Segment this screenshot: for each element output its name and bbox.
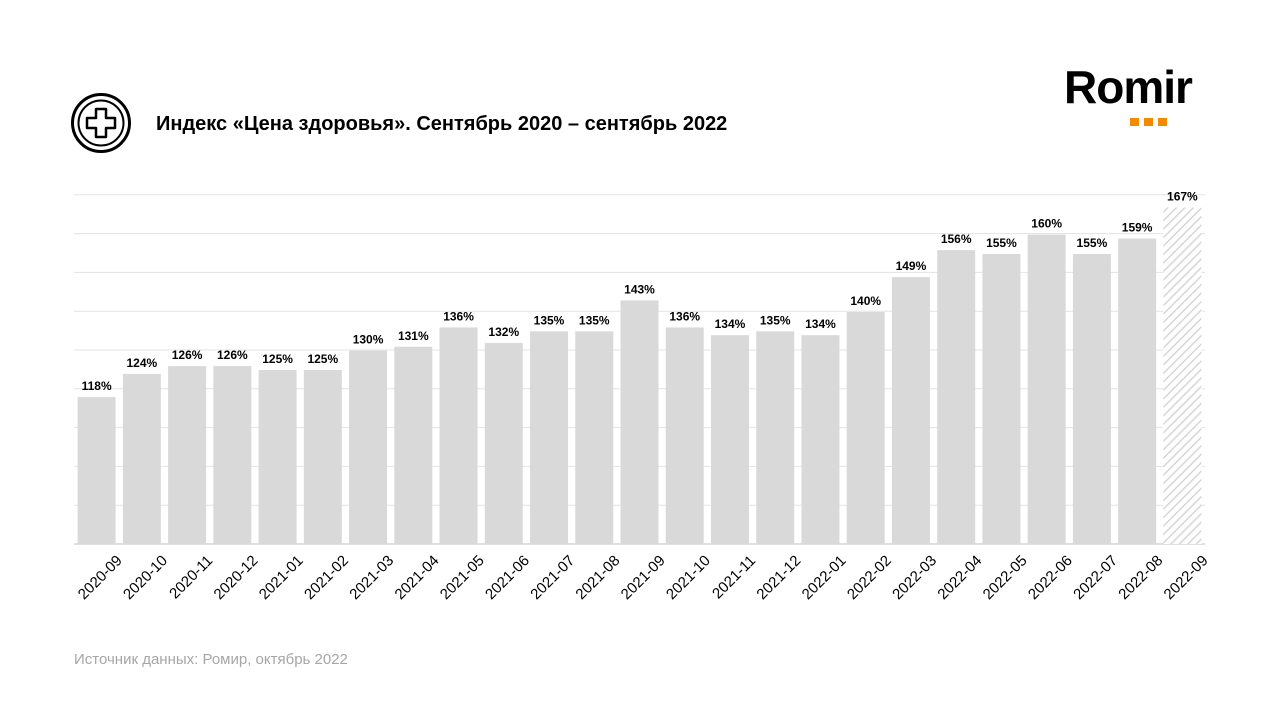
- x-tick-label: 2021-04: [392, 552, 443, 603]
- value-labels: 118% 124% 126% 126% 125% 125% 130% 131% 136% 132%…: [82, 190, 1198, 393]
- value-label: 130%: [353, 333, 384, 347]
- bar-2022-02: [846, 311, 885, 544]
- x-tick-label: 2021-06: [482, 552, 533, 603]
- source-note: Источник данных: Ромир, октябрь 2022: [74, 651, 348, 668]
- medical-cross-icon: [71, 93, 131, 153]
- bar-2021-06: [484, 342, 523, 544]
- x-tick-label: 2022-08: [1115, 552, 1166, 603]
- x-tick-label: 2020-10: [120, 552, 171, 603]
- bar-2021-04: [394, 346, 433, 544]
- logo-dots: [1130, 113, 1172, 131]
- value-label: 125%: [262, 352, 293, 366]
- x-tick-label: 2021-02: [301, 552, 352, 603]
- x-tick-label: 2022-01: [799, 552, 850, 603]
- value-label: 125%: [307, 352, 338, 366]
- value-label: 126%: [217, 348, 248, 362]
- x-tick-label: 2022-04: [934, 552, 985, 603]
- x-tick-label: 2022-06: [1025, 552, 1076, 603]
- bar-2020-09: [77, 397, 116, 544]
- value-label: 118%: [82, 379, 112, 393]
- bar-2022-04: [937, 250, 976, 544]
- x-tick-label: 2022-02: [844, 552, 895, 603]
- bar-2021-01: [258, 369, 297, 544]
- bar-2021-05: [439, 327, 478, 544]
- value-label: 155%: [986, 236, 1017, 250]
- x-tick-label: 2021-12: [753, 552, 804, 603]
- x-tick-label: 2021-08: [572, 552, 623, 603]
- value-label: 155%: [1077, 236, 1108, 250]
- x-tick-label: 2021-05: [437, 552, 488, 603]
- x-tick-label: 2021-07: [527, 552, 578, 603]
- value-label: 135%: [534, 313, 565, 327]
- bar-2022-09: [1163, 207, 1202, 545]
- x-tick-label: 2021-11: [709, 552, 759, 602]
- bar-2021-09: [620, 300, 659, 544]
- bars: [77, 207, 1202, 545]
- chart-title: Индекс «Цена здоровья». Сентябрь 2020 – …: [156, 113, 728, 135]
- x-tick-label: 2020-09: [75, 552, 126, 603]
- logo-text: Romir: [1064, 61, 1193, 113]
- value-label: 126%: [172, 348, 203, 362]
- value-label: 132%: [488, 325, 519, 339]
- x-tick-label: 2021-03: [346, 552, 397, 603]
- bar-2020-11: [168, 366, 207, 544]
- x-tick-label: 2021-09: [618, 552, 669, 603]
- bar-2022-03: [891, 277, 930, 544]
- value-label: 134%: [715, 317, 746, 331]
- value-label: 160%: [1031, 217, 1062, 231]
- x-tick-label: 2020-12: [211, 552, 262, 603]
- bar-2022-07: [1072, 253, 1111, 544]
- x-tick-label: 2022-03: [889, 552, 940, 603]
- bar-2020-12: [213, 366, 252, 544]
- bar-2021-07: [530, 331, 569, 544]
- x-tick-label: 2021-01: [256, 552, 307, 603]
- romir-logo: Romir: [1064, 61, 1210, 126]
- x-axis-labels: 2020-092020-102020-112020-122021-012021-…: [75, 552, 1212, 603]
- bar-2022-08: [1118, 238, 1157, 544]
- value-label: 156%: [941, 232, 972, 246]
- x-tick-label: 2022-09: [1161, 552, 1212, 603]
- value-label: 135%: [760, 313, 791, 327]
- value-label: 159%: [1122, 221, 1153, 235]
- bar-2022-01: [801, 335, 840, 544]
- value-label: 134%: [805, 317, 836, 331]
- bar-2021-02: [303, 369, 342, 544]
- value-label: 131%: [398, 329, 429, 343]
- bar-2021-10: [665, 327, 704, 544]
- bar-2022-05: [982, 253, 1021, 544]
- x-tick-label: 2022-05: [980, 552, 1031, 603]
- bar-2021-08: [575, 331, 614, 544]
- bar-2022-06: [1027, 234, 1066, 544]
- value-label: 136%: [443, 309, 474, 323]
- value-label: 143%: [624, 282, 655, 296]
- bar-2021-03: [349, 350, 388, 544]
- bar-2021-12: [756, 331, 795, 544]
- x-tick-label: 2021-10: [663, 552, 714, 603]
- bar-2021-11: [710, 335, 749, 544]
- bar-2020-10: [122, 373, 161, 544]
- value-label: 149%: [896, 259, 927, 273]
- x-tick-label: 2020-11: [166, 552, 216, 602]
- value-label: 136%: [669, 309, 700, 323]
- value-label: 135%: [579, 313, 610, 327]
- value-label: 167%: [1167, 190, 1198, 204]
- value-label: 124%: [127, 356, 158, 370]
- value-label: 140%: [850, 294, 881, 308]
- x-tick-label: 2022-07: [1070, 552, 1121, 603]
